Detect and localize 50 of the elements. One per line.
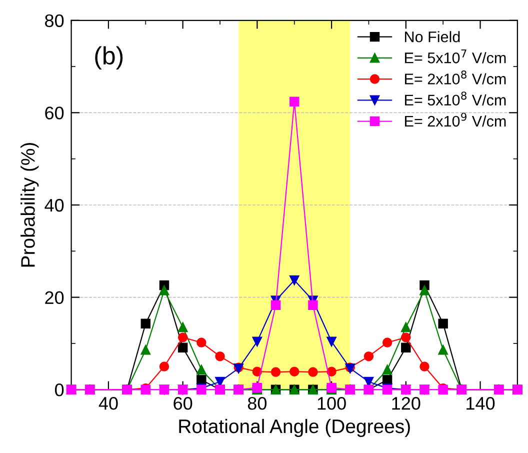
y-tick-label: 60 (45, 106, 64, 120)
x-tick-label: 60 (174, 397, 192, 410)
point (420, 285, 430, 296)
point (178, 332, 188, 342)
x-tick-label: 80 (248, 397, 267, 410)
point (401, 332, 411, 342)
point (178, 342, 188, 352)
legend-label: E= 2x10$^{9}$ V/cm (405, 112, 506, 127)
point (196, 364, 206, 375)
point (401, 322, 411, 332)
point (364, 351, 374, 362)
point (326, 336, 336, 346)
point (290, 96, 300, 106)
point (215, 351, 225, 362)
y-tick-label: 40 (44, 198, 64, 212)
legend-label: E= 5x10$^{7}$ V/cm (405, 50, 506, 64)
point (252, 366, 262, 376)
annotation: (b) (95, 46, 123, 70)
point (270, 300, 281, 310)
x-tick-label: 100 (318, 397, 346, 410)
point (438, 345, 448, 355)
point (420, 362, 430, 372)
point (438, 318, 448, 328)
point (308, 300, 318, 310)
y-axis-title: Probability (%) (20, 142, 39, 267)
point (196, 338, 206, 348)
x-axis-title: Rotational Angle (Degrees) (179, 418, 410, 438)
point (178, 322, 188, 332)
legend-label: E= 2x10$^{8}$ V/cm (405, 70, 506, 84)
x-tick-label: 40 (98, 397, 118, 410)
point (159, 285, 170, 296)
point (308, 367, 318, 377)
point (270, 367, 281, 377)
point (290, 366, 300, 376)
legend-label: No Field (405, 31, 460, 42)
y-tick-label: 0 (55, 384, 64, 396)
point (252, 336, 262, 346)
point (401, 342, 411, 352)
point (159, 362, 170, 372)
point (140, 345, 150, 355)
point (382, 338, 392, 348)
legend-label: E= 5x10$^{8}$ V/cm (405, 92, 506, 106)
point (196, 375, 206, 385)
y-tick-label: 80 (45, 14, 64, 28)
point (140, 318, 150, 328)
point (290, 275, 300, 286)
x-tick-label: 140 (466, 397, 495, 410)
y-tick-label: 20 (45, 291, 64, 304)
x-tick-label: 120 (392, 397, 420, 410)
point (382, 364, 392, 375)
